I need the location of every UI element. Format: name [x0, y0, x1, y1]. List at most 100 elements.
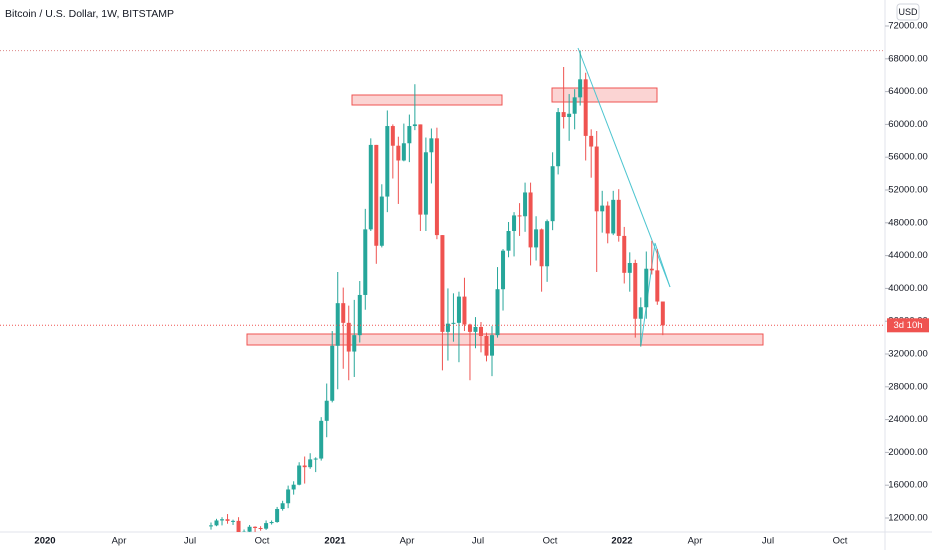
candle-body	[335, 303, 340, 346]
x-tick-label: Jul	[762, 536, 774, 547]
candle-body	[429, 138, 434, 153]
candle-body	[561, 112, 566, 118]
candle-body	[462, 296, 467, 325]
candle-body	[225, 519, 230, 521]
candle-body	[346, 322, 351, 352]
chart-title: Bitcoin / U.S. Dollar, 1W, BITSTAMP	[5, 8, 174, 20]
candle-body	[214, 520, 219, 526]
candle-body	[412, 124, 417, 127]
x-tick-label: Oct	[255, 536, 270, 547]
candle-body	[253, 526, 258, 529]
candle-body	[407, 126, 412, 144]
candle-body	[363, 229, 368, 295]
candle-body	[534, 229, 539, 248]
candle-body	[275, 508, 280, 523]
candle-body	[473, 326, 478, 332]
candle-body	[567, 113, 572, 118]
x-tick-label: 2022	[611, 536, 632, 547]
candle-body	[297, 465, 302, 485]
candle-body	[291, 484, 296, 490]
candle-body	[434, 138, 439, 236]
y-tick-label: 16000.00	[888, 480, 928, 491]
candle-body	[423, 152, 428, 215]
candle-body	[264, 523, 269, 529]
candle-body	[390, 126, 395, 146]
candle-body	[440, 235, 445, 332]
y-tick-label: 64000.00	[888, 86, 928, 97]
resistance-box	[551, 87, 658, 103]
candle-body	[220, 519, 225, 521]
x-tick-label: Oct	[833, 536, 848, 547]
candle-body	[550, 166, 555, 222]
y-tick-label: 40000.00	[888, 283, 928, 294]
candle-body	[589, 135, 594, 147]
candle-body	[512, 215, 517, 232]
candle-body	[445, 323, 450, 332]
resistance-box	[351, 94, 503, 106]
candle-body	[379, 196, 384, 246]
candle-body	[622, 235, 627, 273]
candle-body	[616, 199, 621, 236]
candle-body	[638, 307, 643, 319]
candle-body	[209, 525, 213, 527]
candle-body	[451, 322, 456, 324]
candle-body	[495, 289, 500, 336]
y-tick-label: 60000.00	[888, 119, 928, 130]
last-price-countdown: 3d 10h	[893, 320, 922, 331]
candle-body	[286, 489, 291, 504]
candle-body	[578, 79, 583, 98]
candle-body	[539, 229, 544, 267]
candle-body	[649, 268, 654, 271]
y-tick-label: 24000.00	[888, 414, 928, 425]
x-tick-label: Apr	[688, 536, 703, 547]
candle-body	[385, 126, 390, 197]
candle-body	[523, 192, 528, 217]
candle-body	[605, 205, 610, 234]
candle-body	[501, 250, 506, 290]
y-tick-label: 28000.00	[888, 381, 928, 392]
candle-body	[231, 520, 236, 522]
support-box	[246, 333, 764, 346]
candle-body	[627, 262, 632, 273]
y-tick-label: 68000.00	[888, 53, 928, 64]
candle-body	[517, 215, 522, 217]
candle-body	[572, 97, 577, 114]
last-price-box	[887, 318, 929, 333]
x-tick-label: Apr	[112, 536, 127, 547]
candle-body	[374, 144, 379, 246]
candle-body	[258, 528, 263, 530]
candle-body	[319, 420, 324, 459]
candle-body	[280, 503, 285, 509]
y-tick-label: 44000.00	[888, 250, 928, 261]
candle-body	[247, 526, 252, 532]
candle-body	[611, 199, 616, 234]
trend-line	[640, 242, 671, 346]
y-tick-label: 20000.00	[888, 447, 928, 458]
candle-body	[401, 143, 406, 161]
candle-body	[467, 324, 472, 332]
candle-body	[352, 335, 357, 352]
candle-body	[600, 205, 605, 212]
candle-body	[341, 303, 346, 323]
candle-body	[308, 459, 313, 468]
candle-body	[594, 146, 599, 212]
y-tick-label: 48000.00	[888, 217, 928, 228]
candle-body	[490, 335, 495, 356]
candle-body	[242, 531, 247, 532]
candle-body	[644, 268, 649, 308]
x-tick-label: 2020	[34, 536, 55, 547]
x-tick-label: Jul	[472, 536, 484, 547]
candle-body	[545, 221, 550, 267]
candle-body	[313, 458, 318, 460]
candle-body	[418, 124, 423, 215]
currency-box	[896, 3, 920, 21]
y-tick-label: 56000.00	[888, 152, 928, 163]
candle-body	[302, 465, 307, 468]
candle-body	[506, 231, 511, 251]
y-tick-label: 72000.00	[888, 21, 928, 32]
candle-body	[655, 270, 660, 302]
candle-body	[484, 335, 489, 356]
x-tick-label: Jul	[184, 536, 196, 547]
candle-body	[583, 79, 588, 136]
